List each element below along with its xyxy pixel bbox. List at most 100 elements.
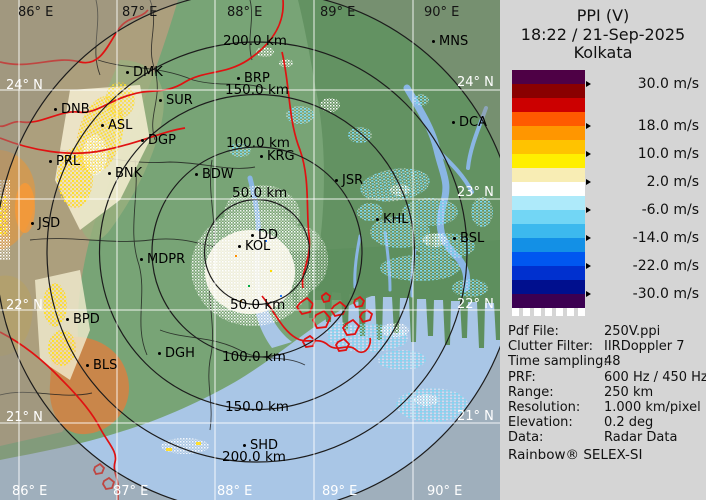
range-ring-label: 50.0 km xyxy=(230,297,286,313)
station-label: DGH xyxy=(165,346,195,361)
latitude-label-right: 24° N xyxy=(457,75,494,90)
station-dot xyxy=(251,234,254,237)
metadata-row: Pdf File: 250V.ppi xyxy=(508,324,704,339)
station-dot xyxy=(237,77,240,80)
station-dca: DCA xyxy=(452,115,487,130)
station-label: MDPR xyxy=(147,252,186,267)
legend-arrow-icon xyxy=(586,291,591,297)
station-dot xyxy=(432,40,435,43)
metadata-row: Time sampling: 48 xyxy=(508,354,704,369)
legend-arrow-icon xyxy=(586,235,591,241)
range-ring-label: 100.0 km xyxy=(226,135,290,151)
latitude-label-right: 21° N xyxy=(457,409,494,424)
metadata-value: 1.000 km/pixel xyxy=(604,400,701,415)
metadata-row: Range: 250 km xyxy=(508,385,704,400)
latitude-label-left: 22° N xyxy=(6,298,43,313)
latitude-label-right: 23° N xyxy=(457,185,494,200)
station-sur: SUR xyxy=(159,93,193,108)
radar-map: 86° E 87° E 88° E 89° E 90° E 86° E 87° E 88° E… xyxy=(0,0,500,500)
station-label: BSL xyxy=(460,231,485,246)
station-label: JSD xyxy=(38,216,61,231)
metadata-row: Clutter Filter: IIRDoppler 7 xyxy=(508,339,704,354)
metadata-row: Resolution: 1.000 km/pixel xyxy=(508,400,704,415)
station-label: DCA xyxy=(459,115,487,130)
metadata-label: Clutter Filter: xyxy=(508,339,593,355)
color-scale-band xyxy=(512,294,585,308)
metadata-label: PRF: xyxy=(508,369,536,385)
out-of-range-mask xyxy=(0,0,500,500)
legend-entry: -14.0 m/s xyxy=(586,230,699,246)
color-scale-band xyxy=(512,210,585,224)
longitude-label-bottom: 88° E xyxy=(217,484,253,499)
station-dot xyxy=(86,364,89,367)
color-scale-band xyxy=(512,140,585,154)
station-khl: KHL xyxy=(376,212,409,227)
station-label: BRP xyxy=(244,71,270,86)
station-label: BPD xyxy=(73,312,100,327)
metadata-label: Pdf File: xyxy=(508,324,559,339)
station-dnb: DNB xyxy=(54,102,90,117)
station-label: DMK xyxy=(133,65,163,80)
legend-arrow-icon xyxy=(586,207,591,213)
legend-entry: -6.0 m/s xyxy=(586,202,699,218)
longitude-label-top: 87° E xyxy=(122,5,158,20)
station-label: KRG xyxy=(267,149,295,164)
metadata-row: Data: Radar Data xyxy=(508,430,704,445)
state-boundaries xyxy=(0,0,372,500)
station-mdpr: MDPR xyxy=(140,252,185,267)
station-jsr: JSR xyxy=(335,173,363,188)
station-label: KHL xyxy=(383,212,409,227)
panel-header: PPI (V) 18:22 / 21-Sep-2025 Kolkata xyxy=(500,6,706,63)
station-jsd: JSD xyxy=(31,216,60,231)
station-dot xyxy=(49,160,52,163)
station-label: ASL xyxy=(108,118,133,133)
longitude-label-bottom: 86° E xyxy=(12,484,48,499)
station-prl: PRL xyxy=(49,154,80,169)
legend-entry: 18.0 m/s xyxy=(586,118,699,134)
range-ring-label: 50.0 km xyxy=(232,185,288,201)
longitude-label-top: 89° E xyxy=(320,5,356,20)
range-ring-label: 150.0 km xyxy=(225,82,289,98)
station-dgh: DGH xyxy=(158,346,195,361)
color-scale-band xyxy=(512,252,585,266)
legend-arrow-icon xyxy=(586,151,591,157)
station-dgp: DGP xyxy=(141,133,176,148)
longitude-label-bottom: 90° E xyxy=(427,484,463,499)
longitude-label-bottom: 87° E xyxy=(113,484,149,499)
color-scale-band xyxy=(512,126,585,140)
latitude-label-left: 21° N xyxy=(6,410,43,425)
latitude-label-right: 22° N xyxy=(457,297,494,312)
station-label: DGP xyxy=(148,133,176,148)
longitude-label-bottom: 89° E xyxy=(322,484,358,499)
velocity-color-scale xyxy=(512,70,585,308)
legend-arrow-icon xyxy=(586,81,591,87)
station-dot xyxy=(243,444,246,447)
station-dmk: DMK xyxy=(126,65,163,80)
station-label: MNS xyxy=(439,34,469,49)
color-scale-band xyxy=(512,154,585,168)
metadata-label: Resolution: xyxy=(508,400,581,415)
station-dot xyxy=(66,318,69,321)
station-label: BLS xyxy=(93,358,118,373)
station-label: SUR xyxy=(166,93,193,108)
color-scale-band xyxy=(512,98,585,112)
legend-value: 30.0 m/s xyxy=(637,76,699,92)
metadata-label: Time sampling: xyxy=(508,354,608,370)
legend-value: 10.0 m/s xyxy=(637,146,699,162)
station-bpd: BPD xyxy=(66,312,100,327)
longitude-label-top: 90° E xyxy=(424,5,460,20)
latitude-label-left: 24° N xyxy=(6,78,43,93)
color-scale-end-cap xyxy=(512,308,585,316)
station-dot xyxy=(101,124,104,127)
station-mns: MNS xyxy=(432,34,468,49)
station-dot xyxy=(108,172,111,175)
legend-value: -22.0 m/s xyxy=(632,258,699,274)
station-dot xyxy=(159,99,162,102)
longitude-label-top: 86° E xyxy=(18,5,54,20)
legend-value: -30.0 m/s xyxy=(632,286,699,302)
station-bdw: BDW xyxy=(195,167,234,182)
station-dot xyxy=(260,155,263,158)
range-ring-label: 150.0 km xyxy=(225,399,289,415)
color-scale-band xyxy=(512,238,585,252)
legend-arrow-icon xyxy=(586,179,591,185)
